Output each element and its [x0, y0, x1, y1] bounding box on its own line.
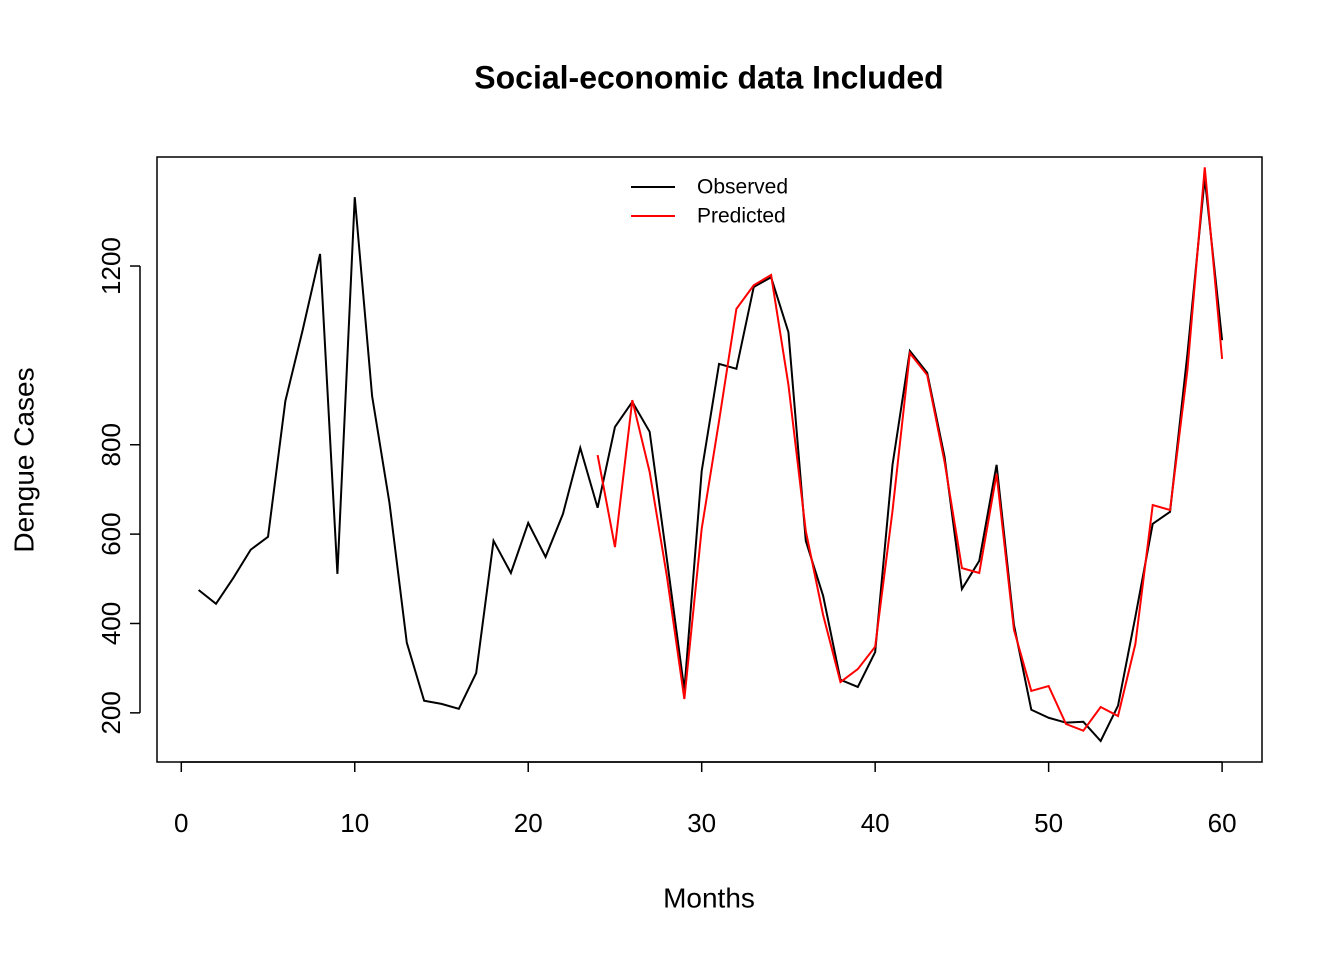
y-tick-label: 200 [96, 691, 126, 734]
x-tick-label: 20 [514, 808, 543, 838]
y-axis-label: Dengue Cases [8, 367, 39, 552]
chart-title: Social-economic data Included [474, 59, 943, 95]
x-axis-label: Months [663, 882, 755, 913]
y-tick-label: 400 [96, 602, 126, 645]
y-tick-label: 600 [96, 512, 126, 555]
series-line [198, 177, 1224, 743]
x-tick-label: 60 [1208, 808, 1237, 838]
series-line [596, 167, 1224, 732]
legend-label: Observed [697, 176, 788, 199]
y-tick-label: 800 [96, 423, 126, 466]
x-tick-label: 30 [687, 808, 716, 838]
x-tick-label: 0 [174, 808, 188, 838]
y-tick-label: 1200 [96, 237, 126, 295]
x-tick-label: 40 [861, 808, 890, 838]
legend-label: Predicted [697, 205, 786, 228]
plot-frame [156, 156, 1263, 763]
x-tick-label: 50 [1034, 808, 1063, 838]
x-tick-label: 10 [340, 808, 369, 838]
